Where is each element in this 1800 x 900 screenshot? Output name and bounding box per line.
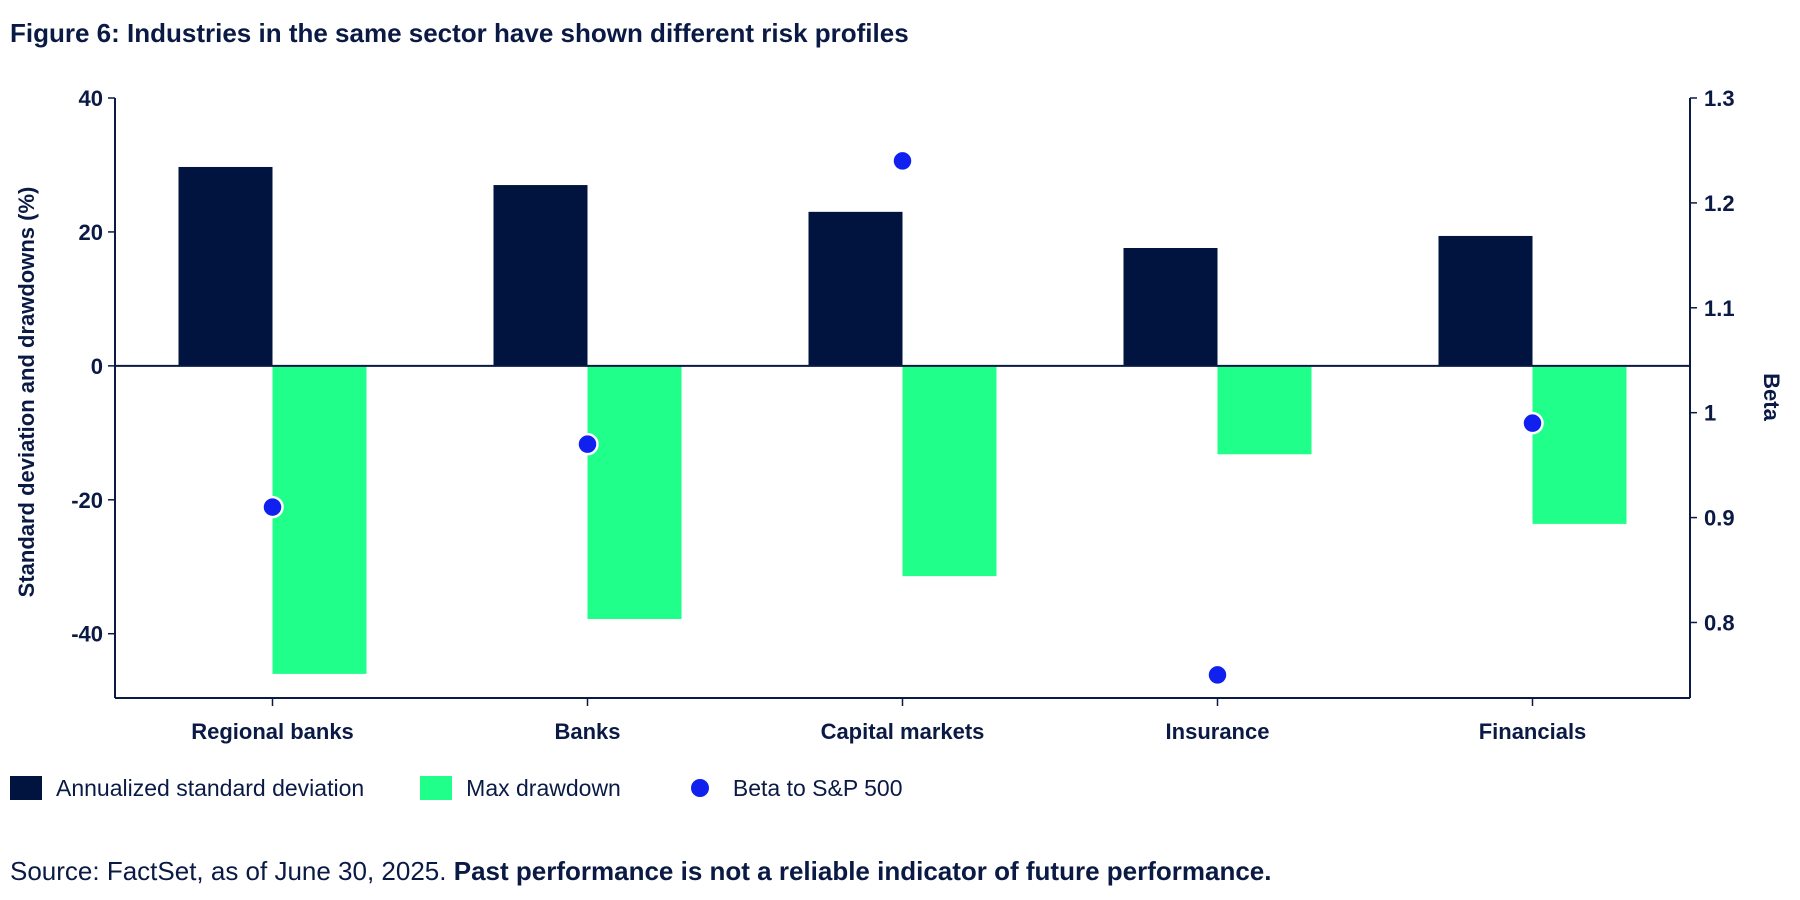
bar-drawdown-2 xyxy=(902,365,997,577)
legend-swatch-drawdown xyxy=(420,776,453,800)
disclaimer-text: Past performance is not a reliable indic… xyxy=(453,856,1272,886)
point-beta-1 xyxy=(576,432,599,456)
legend-label-beta: Beta to S&P 500 xyxy=(732,774,903,801)
x-tick-label-2: Capital markets xyxy=(821,719,985,744)
point-beta-3 xyxy=(1206,663,1229,687)
y2-tick-label-5: 0.8 xyxy=(1704,610,1735,635)
legend-item-beta: Beta to S&P 500 xyxy=(677,775,903,802)
y-tick-label-4: -40 xyxy=(71,622,103,647)
bar-drawdown-0 xyxy=(272,365,367,674)
y2-tick-label-0: 1.3 xyxy=(1704,86,1735,111)
point-beta-0 xyxy=(261,495,284,519)
bar-drawdown-3 xyxy=(1217,365,1312,455)
legend-swatch-std-dev xyxy=(10,776,42,800)
legend-item-drawdown: Max drawdown xyxy=(420,775,621,802)
source-text: Source: FactSet, as of June 30, 2025. xyxy=(10,856,447,886)
source-note: Source: FactSet, as of June 30, 2025. Pa… xyxy=(10,856,1272,887)
y2-tick-label-4: 0.9 xyxy=(1704,506,1735,531)
y-tick-label-2: 0 xyxy=(91,354,103,379)
bar-std-dev-3 xyxy=(1123,248,1218,366)
y-tick-label-1: 20 xyxy=(79,220,103,245)
point-beta-4 xyxy=(1521,411,1544,435)
y2-tick-label-2: 1.1 xyxy=(1704,296,1735,321)
legend: Annualized standard deviation Max drawdo… xyxy=(10,772,959,804)
x-tick-label-4: Financials xyxy=(1479,719,1587,744)
bar-drawdown-1 xyxy=(587,365,682,619)
y2-tick-label-1: 1.2 xyxy=(1704,191,1735,216)
bar-drawdown-4 xyxy=(1532,365,1627,524)
y-axis-title: Standard deviation and drawdowns (%) xyxy=(14,187,39,598)
bar-std-dev-2 xyxy=(808,211,903,366)
bar-std-dev-0 xyxy=(178,166,273,366)
legend-label-std-dev: Annualized standard deviation xyxy=(56,774,365,801)
legend-item-std-dev: Annualized standard deviation xyxy=(10,775,364,802)
point-beta-2 xyxy=(891,149,914,173)
y-tick-label-3: -20 xyxy=(71,488,103,513)
x-tick-label-3: Insurance xyxy=(1166,719,1270,744)
bar-std-dev-1 xyxy=(493,185,588,366)
x-tick-label-1: Banks xyxy=(554,719,620,744)
legend-swatch-beta xyxy=(690,779,709,797)
y-tick-label-0: 40 xyxy=(79,86,103,111)
axes-layer xyxy=(108,97,1697,706)
legend-label-drawdown: Max drawdown xyxy=(466,774,621,801)
bar-std-dev-4 xyxy=(1438,235,1533,366)
bars-layer xyxy=(178,166,1627,674)
points-layer xyxy=(261,149,1544,687)
chart: Regional banks Banks Capital markets Insura… xyxy=(14,86,1784,744)
x-tick-label-0: Regional banks xyxy=(191,719,354,744)
labels-layer: Regional banks Banks Capital markets Insura… xyxy=(71,86,1734,744)
y2-tick-label-3: 1 xyxy=(1704,401,1716,426)
y2-axis-title: Beta xyxy=(1759,373,1784,421)
figure-title: Figure 6: Industries in the same sector … xyxy=(10,18,909,48)
